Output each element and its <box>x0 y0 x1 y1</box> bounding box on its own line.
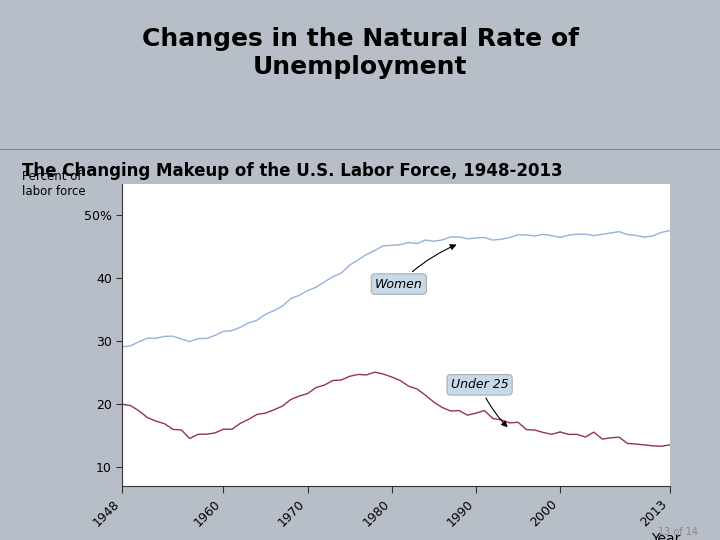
Text: The Changing Makeup of the U.S. Labor Force, 1948-2013: The Changing Makeup of the U.S. Labor Fo… <box>22 162 562 180</box>
Text: Women: Women <box>375 245 456 291</box>
Text: Under 25: Under 25 <box>451 379 508 427</box>
Text: Changes in the Natural Rate of
Unemployment: Changes in the Natural Rate of Unemploym… <box>142 27 578 79</box>
X-axis label: Year: Year <box>651 532 680 540</box>
Text: 13 of 14: 13 of 14 <box>658 527 698 537</box>
Text: Percent of
labor force: Percent of labor force <box>22 170 85 198</box>
